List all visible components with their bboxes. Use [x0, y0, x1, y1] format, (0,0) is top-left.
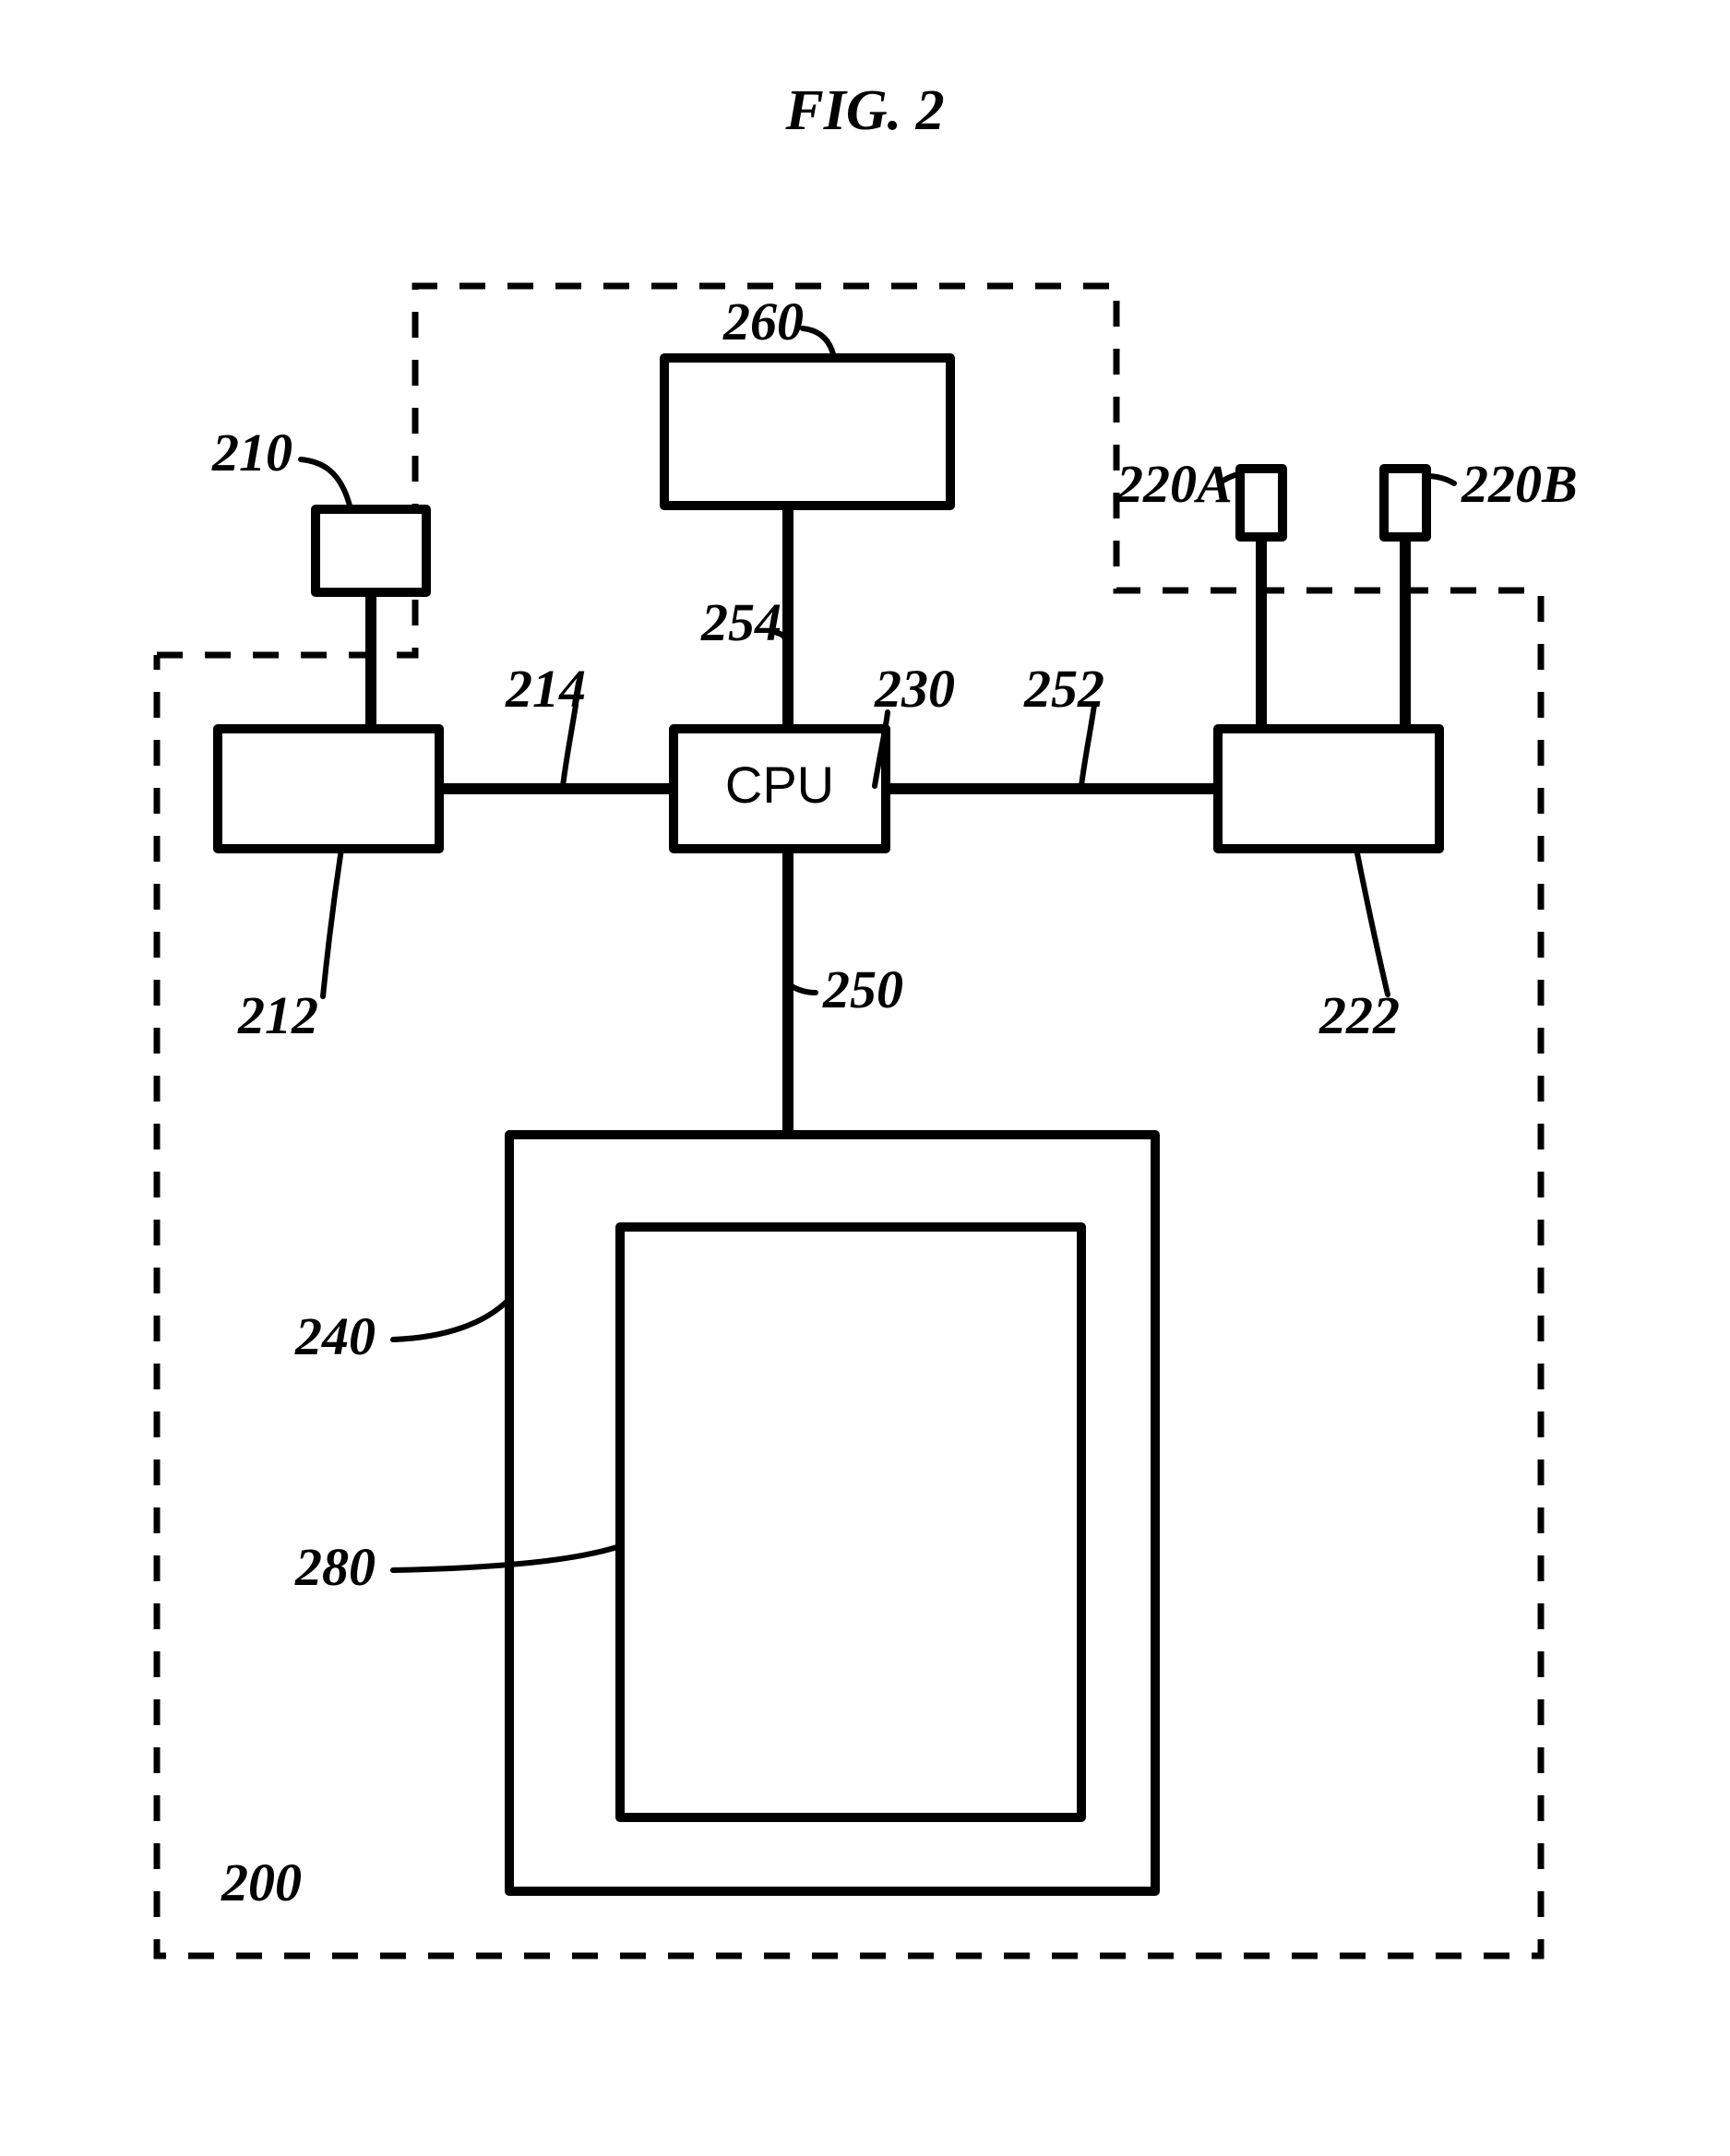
ref-label-r254: 254: [700, 592, 781, 652]
ref-label-r220A: 220A: [1116, 454, 1233, 514]
figure-2-diagram: CPU FIG. 2 210 212 214 230 252 254 260 220A 220B 2…: [0, 0, 1730, 2156]
leader-10: [790, 985, 816, 993]
leader-0: [301, 459, 351, 509]
ref-label-r222: 222: [1318, 985, 1400, 1045]
leader-1: [323, 849, 341, 996]
ref-label-r212: 212: [237, 985, 318, 1045]
ref-label-r260: 260: [722, 292, 804, 351]
block-b260: [664, 358, 950, 506]
ref-label-r240: 240: [294, 1306, 376, 1366]
ref-label-r250: 250: [822, 959, 903, 1019]
ref-label-r214: 214: [505, 659, 586, 719]
block-b210: [316, 509, 426, 592]
ref-label-r200: 200: [221, 1852, 302, 1912]
ref-label-r252: 252: [1023, 659, 1104, 719]
block-b220B: [1384, 469, 1426, 537]
ref-label-r210: 210: [211, 423, 292, 482]
ref-label-r280: 280: [294, 1537, 376, 1597]
leader-11: [393, 1297, 511, 1340]
block-b222: [1218, 729, 1439, 849]
block-b230-label: CPU: [725, 756, 834, 814]
figure-title: FIG. 2: [784, 79, 944, 142]
block-b212: [218, 729, 439, 849]
ref-label-r230: 230: [874, 659, 955, 719]
leader-9: [1356, 849, 1388, 995]
block-b220A: [1240, 469, 1283, 537]
block-b280: [620, 1227, 1081, 1817]
ref-label-r220B: 220B: [1461, 454, 1578, 514]
